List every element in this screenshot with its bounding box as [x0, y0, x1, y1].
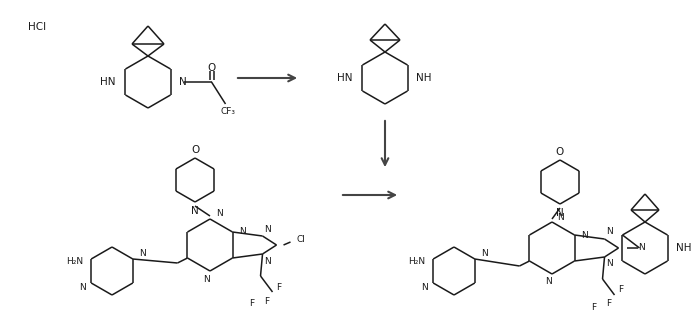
Text: N: N	[557, 213, 564, 221]
Text: N: N	[264, 224, 271, 234]
Text: N: N	[239, 227, 246, 237]
Text: N: N	[546, 277, 552, 287]
Text: F: F	[618, 286, 623, 294]
Text: HN: HN	[337, 73, 352, 83]
Text: O: O	[556, 147, 564, 157]
Text: F: F	[606, 299, 611, 309]
Text: F: F	[276, 283, 281, 291]
Text: N: N	[179, 77, 186, 87]
Text: H₂N: H₂N	[66, 257, 83, 266]
Text: N: N	[139, 249, 146, 259]
Text: F: F	[591, 302, 597, 312]
Text: N: N	[639, 243, 645, 252]
Text: N: N	[191, 206, 199, 216]
Text: NH: NH	[676, 243, 691, 253]
Text: N: N	[216, 210, 223, 218]
Text: H₂N: H₂N	[408, 257, 425, 266]
Text: HCl: HCl	[28, 22, 46, 32]
Text: F: F	[249, 299, 255, 309]
Text: HN: HN	[100, 77, 115, 87]
Text: Cl: Cl	[297, 236, 306, 244]
Text: N: N	[556, 208, 564, 218]
Text: N: N	[481, 249, 487, 259]
Text: N: N	[204, 274, 210, 284]
Text: CF₃: CF₃	[220, 108, 235, 116]
Text: O: O	[191, 145, 199, 155]
Text: N: N	[264, 257, 271, 266]
Text: NH: NH	[415, 73, 431, 83]
Text: N: N	[606, 227, 613, 237]
Text: N: N	[581, 231, 588, 240]
Text: N: N	[606, 260, 613, 268]
Text: N: N	[422, 284, 428, 292]
Text: N: N	[80, 284, 87, 292]
Text: O: O	[207, 63, 216, 73]
Text: F: F	[264, 296, 269, 306]
